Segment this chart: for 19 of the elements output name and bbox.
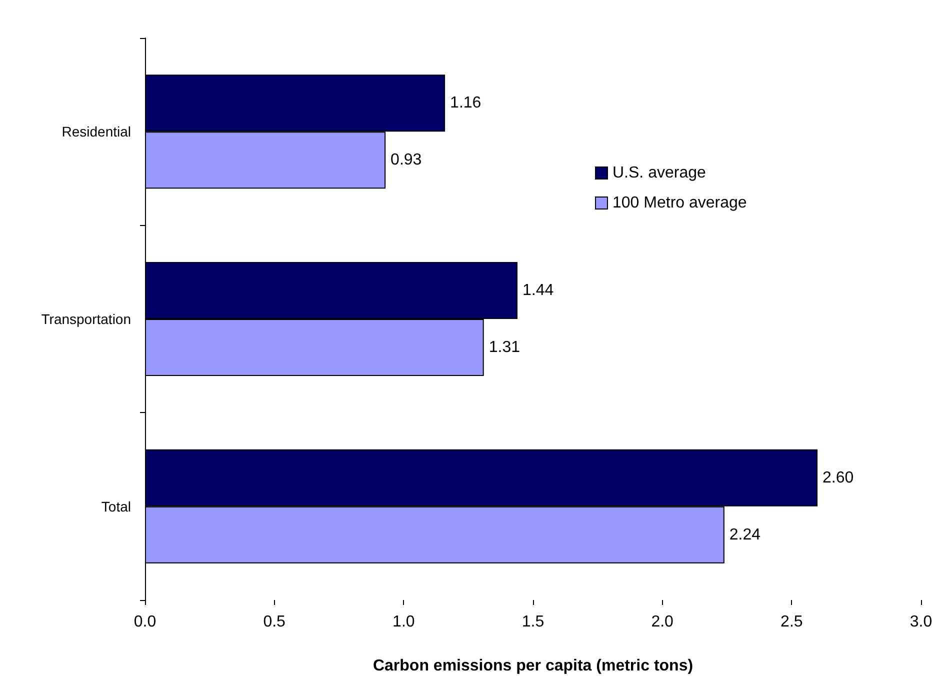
x-tick-label: 3.0 bbox=[910, 614, 932, 630]
y-tick-label: Transportation bbox=[41, 311, 131, 327]
x-tick-label: 2.5 bbox=[780, 614, 803, 630]
x-tick-label: 1.0 bbox=[392, 614, 415, 630]
y-tick-label: Total bbox=[101, 498, 131, 514]
x-axis-title: Carbon emissions per capita (metric tons) bbox=[372, 658, 694, 674]
x-tick-label: 1.5 bbox=[522, 614, 544, 630]
legend-label: U.S. average bbox=[612, 164, 706, 182]
data-label: 2.24 bbox=[729, 526, 761, 544]
data-label: 1.31 bbox=[488, 339, 520, 356]
x-tick-label: 0.0 bbox=[134, 614, 156, 630]
y-tick-label: Residential bbox=[62, 124, 131, 140]
data-label: 0.93 bbox=[390, 152, 422, 169]
data-label: 1.16 bbox=[450, 94, 482, 112]
x-tick-label: 0.5 bbox=[263, 614, 286, 630]
x-tick-label: 2.0 bbox=[651, 614, 674, 630]
data-label: 2.60 bbox=[822, 469, 854, 486]
legend-label: 100 Metro average bbox=[612, 194, 747, 212]
data-label: 1.44 bbox=[522, 282, 554, 299]
